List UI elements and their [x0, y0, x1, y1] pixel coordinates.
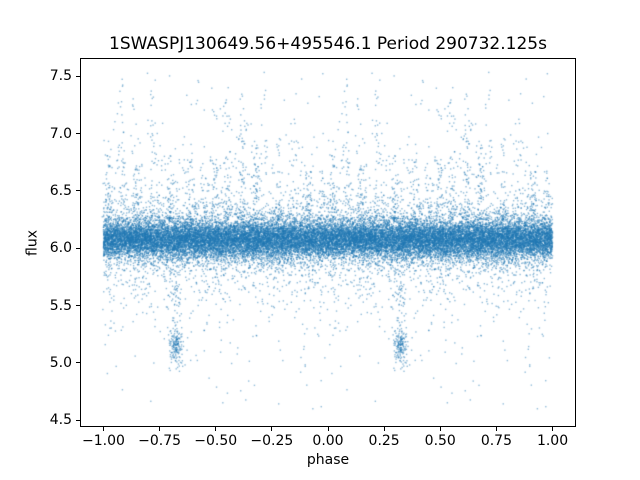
x-tick-label: 1.00: [536, 433, 569, 449]
x-tick-label: −1.00: [82, 433, 125, 449]
y-tick-label: 4.5: [49, 412, 72, 429]
x-tick-mark: [327, 427, 329, 431]
y-tick-mark: [76, 75, 80, 77]
y-tick-label: 6.5: [49, 182, 72, 199]
x-tick-label: 0.50: [424, 433, 456, 449]
x-tick-label: −0.50: [194, 433, 238, 449]
y-tick-mark: [76, 419, 80, 421]
y-tick-label: 5.5: [49, 297, 72, 314]
y-tick-mark: [76, 133, 80, 135]
y-tick-mark: [76, 247, 80, 249]
plot-area: [80, 58, 576, 427]
x-tick-mark: [215, 427, 217, 431]
y-tick-label: 7.5: [49, 68, 72, 85]
y-tick-label: 7.0: [49, 125, 72, 142]
x-tick-label: 0.25: [368, 433, 400, 449]
x-tick-label: −0.25: [250, 433, 294, 449]
y-tick-label: 5.0: [49, 354, 72, 371]
x-tick-mark: [271, 427, 273, 431]
x-tick-mark: [495, 427, 497, 431]
x-tick-mark: [439, 427, 441, 431]
y-tick-label: 6.0: [49, 240, 72, 257]
x-tick-mark: [552, 427, 554, 431]
x-tick-mark: [383, 427, 385, 431]
x-tick-mark: [159, 427, 161, 431]
y-tick-mark: [76, 305, 80, 307]
chart-title: 1SWASPJ130649.56+495546.1 Period 290732.…: [109, 34, 547, 54]
x-axis-label: phase: [306, 452, 350, 468]
x-tick-label: 0.00: [312, 433, 344, 449]
x-tick-mark: [102, 427, 104, 431]
x-tick-label: −0.75: [138, 433, 182, 449]
scatter-points-canvas: [81, 59, 575, 426]
y-tick-mark: [76, 362, 80, 364]
y-tick-mark: [76, 190, 80, 192]
x-tick-label: 0.75: [480, 433, 512, 449]
